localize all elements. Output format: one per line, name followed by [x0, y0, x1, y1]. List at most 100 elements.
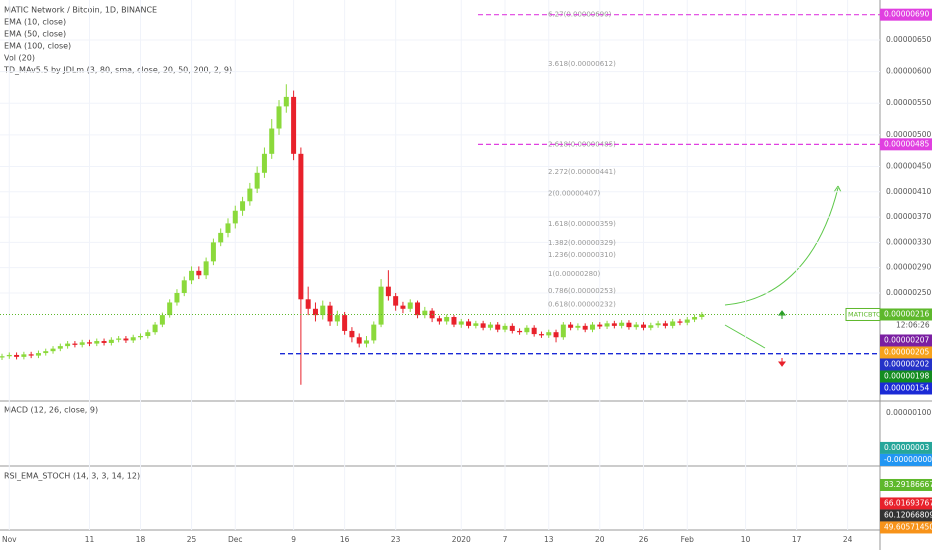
candle-body	[466, 321, 472, 326]
candle-body	[0, 356, 5, 358]
candle-body	[232, 210, 238, 224]
y-tick-label: 0.00000450	[886, 161, 932, 170]
candle-body	[458, 321, 464, 325]
candle-body	[218, 232, 224, 243]
candle-body	[546, 332, 552, 336]
candle-body	[35, 353, 41, 356]
candle-body	[43, 351, 49, 354]
candle-body	[589, 324, 595, 330]
price-box-label: 0.00000485	[884, 139, 930, 148]
price-box	[880, 382, 932, 395]
x-tick-label: 26	[639, 535, 649, 544]
candle-body	[28, 354, 34, 356]
candle-body	[276, 106, 282, 129]
candle-body	[320, 305, 326, 316]
y-tick-label: 0.00000600	[886, 67, 932, 76]
candle-body	[225, 223, 231, 233]
x-tick-label: 18	[136, 535, 146, 544]
candle-body	[196, 270, 202, 276]
x-tick-label: 9	[291, 535, 296, 544]
indicator-label: TD_MAv5.5 by JDLm (3, 80, sma, close, 20…	[3, 66, 232, 75]
candle-body	[269, 128, 275, 154]
x-tick-label: 23	[391, 535, 401, 544]
price-box	[880, 334, 932, 347]
candle-body	[167, 302, 173, 316]
candle-body	[145, 332, 151, 336]
fib-label: 0.786(0.00000253)	[548, 287, 616, 295]
candle-body	[422, 310, 428, 316]
candle-body	[473, 323, 479, 326]
candle-body	[50, 348, 56, 352]
macd-title: MACD (12, 26, close, 9)	[4, 406, 98, 415]
candle-body	[670, 321, 676, 326]
candle-body	[349, 330, 355, 338]
candle-body	[247, 188, 253, 202]
price-box-label: 0.00000205	[884, 347, 930, 356]
price-box-label: -0.00000000	[884, 455, 932, 464]
candle-body	[342, 315, 348, 331]
candle-body	[79, 342, 85, 345]
candle-body	[101, 341, 107, 343]
price-box	[880, 308, 932, 321]
candle-body	[582, 325, 588, 330]
candle-body	[415, 302, 421, 316]
x-tick-label: Dec	[228, 535, 243, 544]
candle-body	[560, 324, 566, 338]
price-box	[880, 346, 932, 359]
symbol-title: MATIC Network / Bitcoin, 1D, BINANCE	[4, 6, 157, 15]
candle-body	[65, 343, 71, 347]
fib-label: 1.236(0.00000310)	[548, 251, 616, 259]
candle-body	[189, 270, 195, 281]
candle-body	[283, 96, 289, 107]
candle-body	[327, 305, 333, 322]
x-tick-label: 2020	[452, 535, 471, 544]
fib-label: 6.27(0.00000690)	[548, 11, 612, 19]
y-tick-label: 0.00000290	[886, 263, 932, 272]
candle-body	[692, 317, 698, 320]
candle-body	[641, 324, 647, 328]
candle-body	[619, 322, 625, 326]
y-tick-label: 0.00000100	[886, 408, 932, 417]
candle-body	[495, 324, 501, 330]
x-tick-label: Feb	[681, 535, 695, 544]
price-box	[880, 441, 932, 454]
candle-body	[648, 325, 654, 328]
x-tick-label: 11	[85, 535, 95, 544]
price-box-label: 0.00000690	[884, 10, 930, 19]
y-tick-label: 0.00000370	[886, 212, 932, 221]
candle-body	[487, 324, 493, 328]
candle-body	[123, 338, 129, 341]
candle-body	[684, 319, 690, 323]
price-box	[880, 478, 932, 491]
candle-body	[436, 318, 442, 322]
candle-body	[240, 201, 246, 211]
candle-body	[677, 321, 683, 323]
candle-body	[21, 354, 27, 357]
candle-body	[509, 325, 515, 331]
candle-body	[57, 346, 63, 349]
y-tick-label: 0.00000500	[886, 130, 932, 139]
candle-body	[568, 324, 574, 328]
price-box-label: 0.00000207	[884, 335, 930, 344]
fib-label: 0.618(0.00000232)	[548, 300, 616, 308]
candle-body	[210, 242, 216, 262]
candle-body	[14, 354, 20, 357]
price-box-label: 49.60571450	[884, 522, 932, 531]
y-tick-label: 0.00000410	[886, 187, 932, 196]
candle-body	[611, 323, 617, 326]
fib-label: 3.618(0.00000612)	[548, 60, 616, 68]
candle-body	[502, 325, 508, 330]
price-box	[880, 358, 932, 371]
price-box-label: 0.00000202	[884, 359, 930, 368]
x-tick-label: 13	[544, 535, 554, 544]
candle-body	[174, 292, 180, 303]
candle-body	[203, 261, 209, 276]
fib-label: 2(0.00000407)	[548, 190, 600, 198]
price-box-label: 83.29186667	[884, 480, 932, 489]
candle-body	[130, 337, 136, 341]
fib-label: 1.382(0.00000329)	[548, 239, 616, 247]
y-tick-label: 0.00000650	[886, 35, 932, 44]
countdown: 12:06:26	[896, 320, 930, 329]
price-box-label: 0.00000003	[884, 443, 930, 452]
